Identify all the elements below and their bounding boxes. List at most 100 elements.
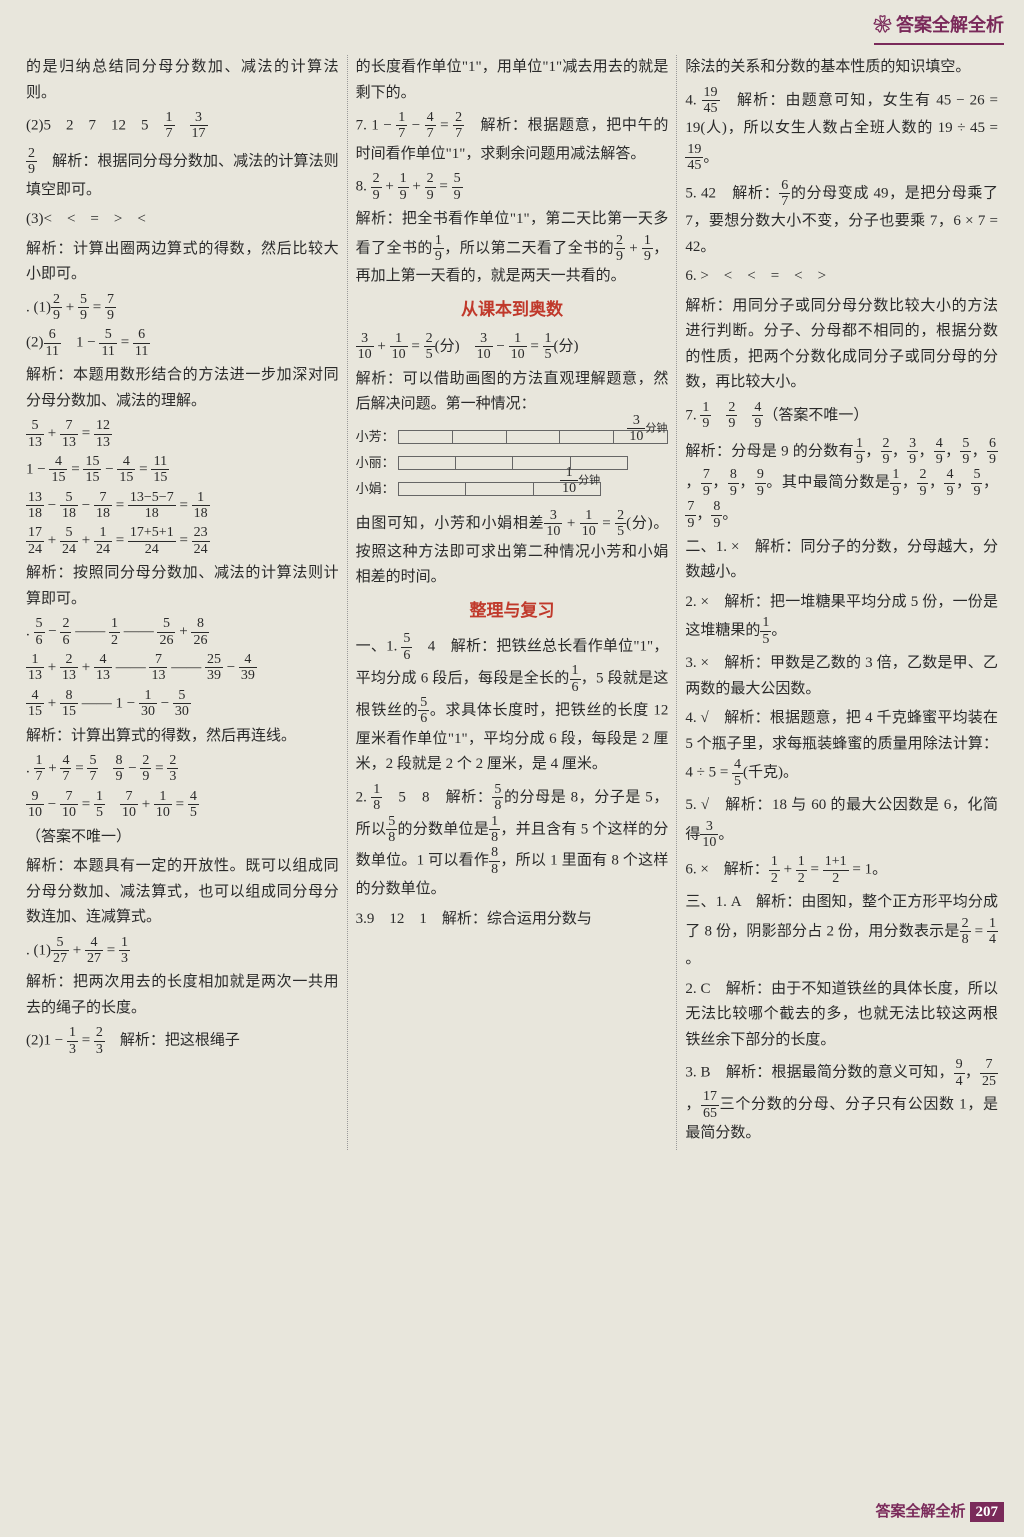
fraction: 1765 (701, 1089, 719, 1121)
fraction: 13−5−718 (128, 490, 176, 522)
text: (2)5 2 7 12 5 17 317 (26, 110, 339, 142)
text: 1724 + 524 + 124 = 17+5+124 = 2324 (26, 525, 339, 557)
fraction: 110 (509, 331, 527, 363)
fraction: 19 (398, 171, 409, 203)
text: 3. B 解析：根据最简分数的意义可知，94，725，1765三个分数的分母、分… (685, 1057, 998, 1146)
fraction: 1724 (26, 525, 44, 557)
text: 7. 1 − 17 − 47 = 27 解析：根据题意，把中午的时间看作单位"1… (356, 110, 669, 167)
fraction: 69 (987, 436, 998, 468)
t: (分) (554, 338, 579, 354)
text: 5. √ 解析：18 与 60 的最大公因数是 6，化简得310。 (685, 793, 998, 850)
text: 2. 18 5 8 解析：58的分母是 8，分子是 5，所以58的分数单位是18… (356, 782, 669, 903)
fraction: 49 (934, 436, 945, 468)
text: 解析：计算出圈两边算式的得数，然后比较大小即可。 (26, 237, 339, 288)
t: 解析：把这根绳子 (105, 1033, 240, 1049)
fraction: 310 (544, 508, 562, 540)
fraction: 29 (371, 171, 382, 203)
fraction: 1115 (151, 454, 169, 486)
fraction: 79 (701, 467, 712, 499)
text: 6. × 解析：12 + 12 = 1+12 = 1。 (685, 854, 998, 886)
fraction: 527 (51, 935, 69, 967)
fraction: 13 (67, 1025, 78, 1057)
fraction: 56 (401, 631, 412, 663)
fraction: 13 (119, 935, 130, 967)
fraction: 15 (760, 615, 771, 647)
fraction: 14 (987, 916, 998, 948)
t: 8. (356, 179, 371, 195)
text: (2)611 1 − 511 = 611 (26, 327, 339, 359)
fraction: 17+5+124 (128, 525, 176, 557)
text: 解析：按照同分母分数加、减法的计算法则计算即可。 (26, 561, 339, 612)
t: 。 (771, 623, 786, 639)
text: 二、1. × 解析：同分子的分数，分母越大，分数越小。 (685, 535, 998, 586)
text: 7. 19 29 49（答案不唯一） (685, 400, 998, 432)
diagram-label: 小芳： (356, 426, 398, 448)
fraction: 118 (192, 490, 210, 522)
t: = 1。 (849, 862, 887, 878)
page-content: 的是归纳总结同分母分数加、减法的计算法则。 (2)5 2 7 12 5 17 3… (0, 0, 1024, 1200)
t: (分) (435, 338, 475, 354)
fraction: 415 (117, 454, 135, 486)
t: 一、1. (356, 639, 402, 655)
segment-bar: 110分钟 (398, 482, 602, 496)
fraction: 19 (433, 233, 444, 265)
text: 2. × 解析：把一堆糖果平均分成 5 份，一份是这堆糖果的15。 (685, 590, 998, 647)
t: 5. 42 解析： (685, 185, 779, 201)
fraction: 310 (700, 819, 718, 851)
t: 分钟 (645, 422, 667, 434)
text: 三、1. A 解析：由图知，整个正方形平均分成了 8 份，阴影部分占 2 份，用… (685, 890, 998, 973)
text: 1 − 415 = 1515 − 415 = 1115 (26, 454, 339, 486)
text: 解析：把两次用去的长度相加就是两次一共用去的绳子的长度。 (26, 970, 339, 1021)
fraction: 99 (755, 467, 766, 499)
t: 5 8 解析： (382, 789, 492, 805)
fraction: 713 (149, 652, 167, 684)
text: 解析：用同分子或同分母分数比较大小的方法进行判断。分子、分母都不相同的，根据分数… (685, 294, 998, 396)
text: 415 + 815 —— 1 − 130 − 530 (26, 688, 339, 720)
fraction: 23 (94, 1025, 105, 1057)
fraction: 58 (492, 782, 503, 814)
page-header: 答案全解全析 (874, 10, 1005, 45)
t: (千克)。 (743, 765, 798, 781)
fraction: 15 (94, 789, 105, 821)
fraction: 1945 (702, 85, 720, 117)
fraction: 47 (425, 110, 436, 142)
t: 由图可知，小芳和小娟相差 (356, 515, 545, 531)
fraction: 59 (971, 467, 982, 499)
text: 1318 − 518 − 718 = 13−5−718 = 118 (26, 490, 339, 522)
column-1: 的是归纳总结同分母分数加、减法的计算法则。 (2)5 2 7 12 5 17 3… (18, 55, 348, 1150)
t: 分钟 (578, 474, 600, 486)
t: 解析：分母是 9 的分数有 (685, 443, 854, 459)
fraction: 29 (51, 292, 62, 324)
text: 3.9 12 1 解析：综合运用分数与 (356, 907, 669, 933)
fraction: 23 (167, 753, 178, 785)
t: 3. B 解析：根据最简分数的意义可知， (685, 1065, 953, 1081)
text: 的长度看作单位"1"，用单位"1"减去用去的就是剩下的。 (356, 55, 669, 106)
fraction: 110 (390, 331, 408, 363)
page-number: 207 (970, 1502, 1005, 1522)
text: 513 + 713 = 1213 (26, 418, 339, 450)
fraction: 910 (26, 789, 44, 821)
t: (2)1 − (26, 1033, 67, 1049)
t: 7. 1 − (356, 117, 397, 133)
fraction: 530 (173, 688, 191, 720)
fraction: 29 (614, 233, 625, 265)
t: 2. (356, 789, 372, 805)
t: . (1) (26, 942, 51, 958)
fraction: 439 (239, 652, 257, 684)
fraction: 39 (907, 436, 918, 468)
fraction: 710 (60, 789, 78, 821)
fraction: 317 (190, 110, 208, 142)
t: 。 (718, 826, 733, 842)
fraction: 1+12 (823, 854, 849, 886)
text: 解析：本题用数形结合的方法进一步加深对同分母分数加、减法的理解。 (26, 363, 339, 414)
fraction: 427 (85, 935, 103, 967)
t: 7. (685, 407, 700, 423)
fraction: 17 (164, 110, 175, 142)
fraction: 1213 (94, 418, 112, 450)
fraction: 29 (917, 467, 928, 499)
fraction: 415 (26, 688, 44, 720)
fraction: 518 (60, 490, 78, 522)
text: 的是归纳总结同分母分数加、减法的计算法则。 (26, 55, 339, 106)
fraction: 94 (954, 1057, 965, 1089)
fraction: 49 (944, 467, 955, 499)
